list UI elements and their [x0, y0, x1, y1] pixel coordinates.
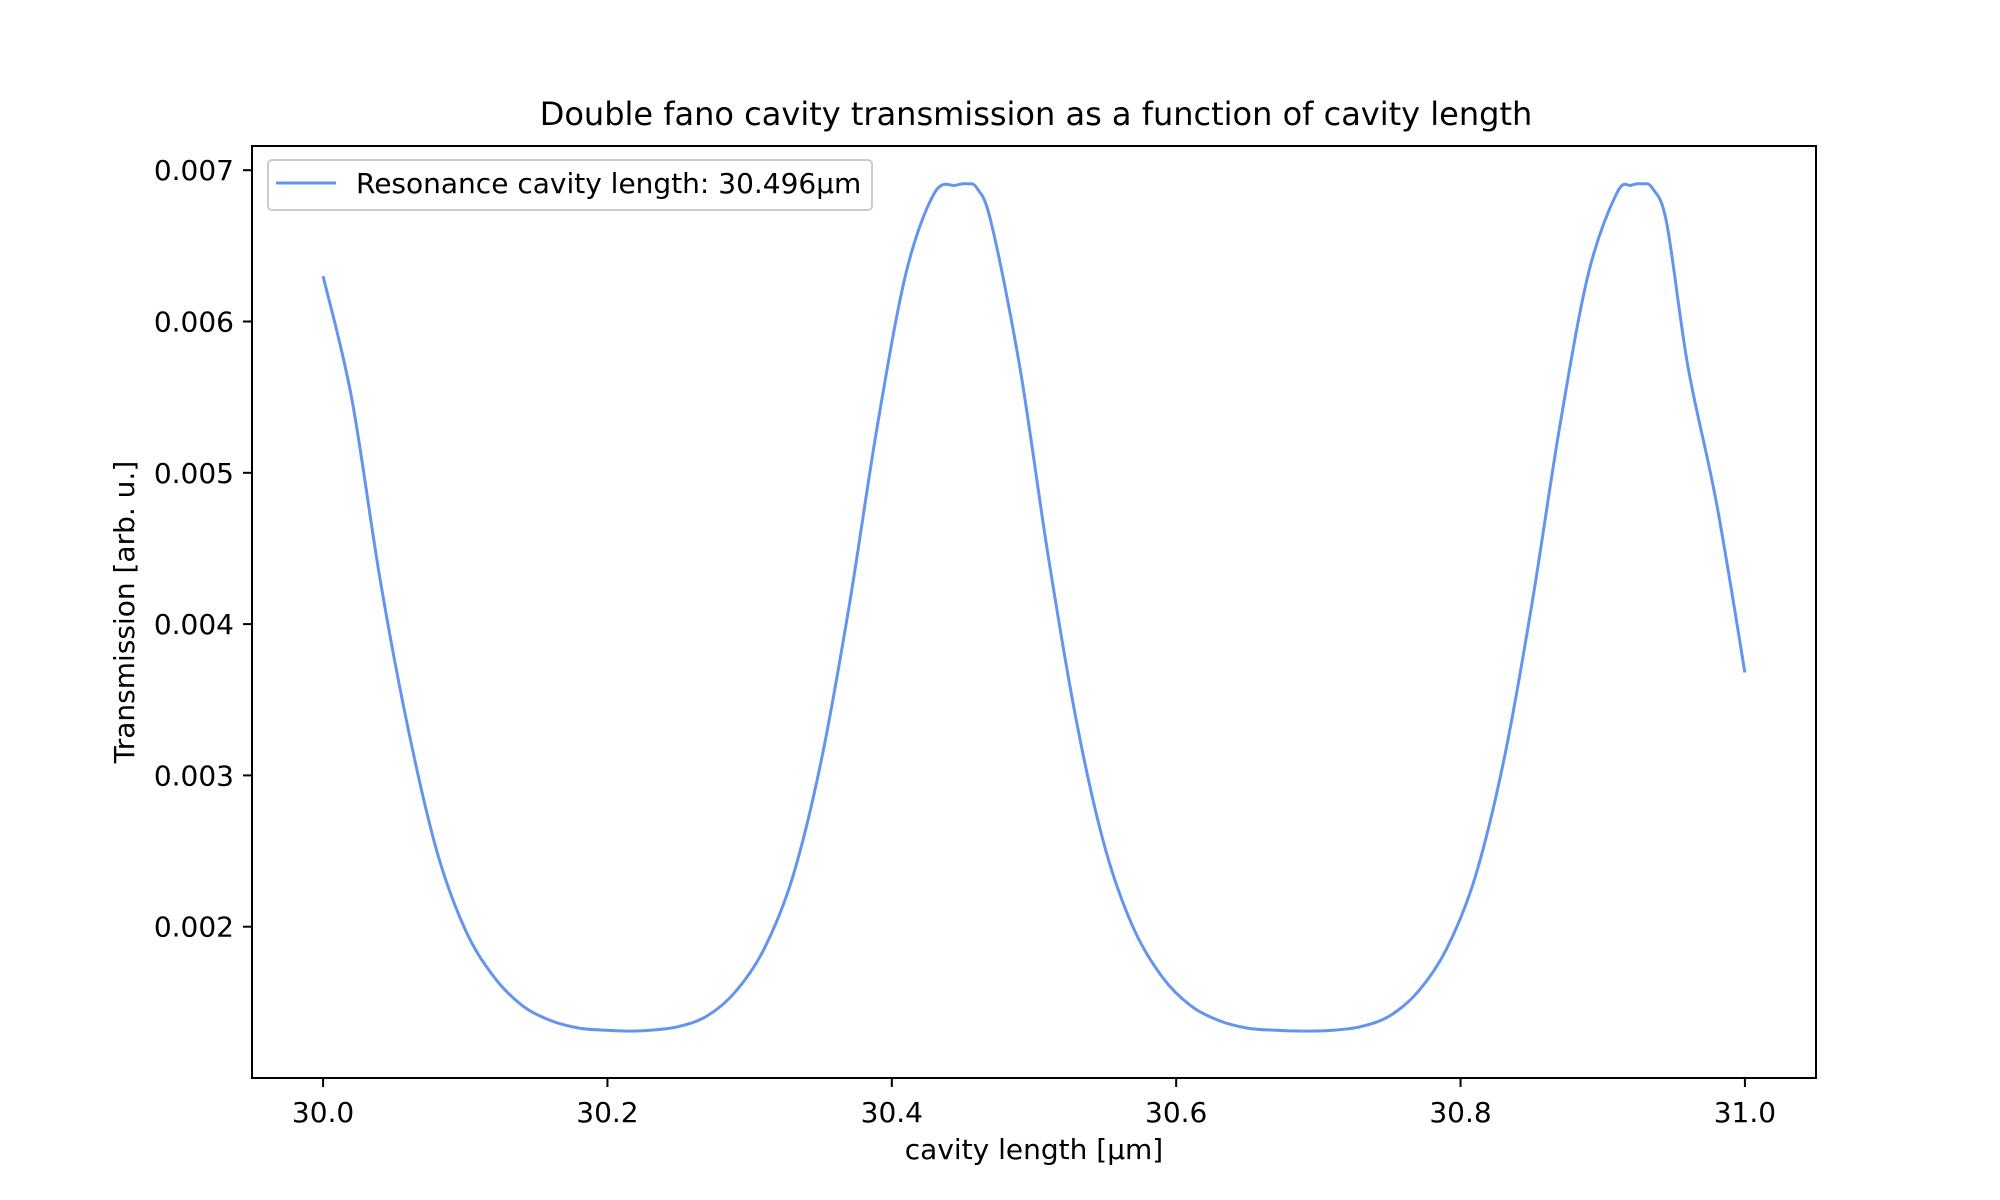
y-tick-label: 0.002	[154, 911, 234, 944]
y-axis: 0.002 0.003 0.004 0.005 0.006 0.007	[154, 154, 252, 944]
x-axis: 30.0 30.2 30.4 30.6 30.8 31.0	[292, 1078, 1776, 1129]
x-tick-label: 30.2	[576, 1096, 638, 1129]
legend-label: Resonance cavity length: 30.496µm	[356, 167, 861, 200]
y-axis-label: Transmission [arb. u.]	[108, 461, 141, 765]
legend: Resonance cavity length: 30.496µm	[267, 159, 873, 211]
axes-frame	[251, 145, 1817, 1079]
y-tick-label: 0.006	[154, 306, 234, 339]
x-axis-label: cavity length [µm]	[905, 1133, 1163, 1166]
y-tick-label: 0.007	[154, 154, 234, 187]
plot-area	[251, 145, 1817, 1079]
x-tick-label: 31.0	[1714, 1096, 1776, 1129]
x-tick-label: 30.0	[292, 1096, 354, 1129]
x-tick-label: 30.4	[861, 1096, 923, 1129]
chart-title: Double fano cavity transmission as a fun…	[540, 95, 1533, 133]
legend-box	[267, 159, 873, 211]
x-tick-label: 30.8	[1429, 1096, 1491, 1129]
x-tick-label: 30.6	[1145, 1096, 1207, 1129]
series-line	[321, 182, 1747, 1033]
y-tick-label: 0.004	[154, 608, 234, 641]
y-tick-label: 0.005	[154, 457, 234, 490]
y-tick-label: 0.003	[154, 759, 234, 792]
series-layer	[321, 182, 1747, 1033]
